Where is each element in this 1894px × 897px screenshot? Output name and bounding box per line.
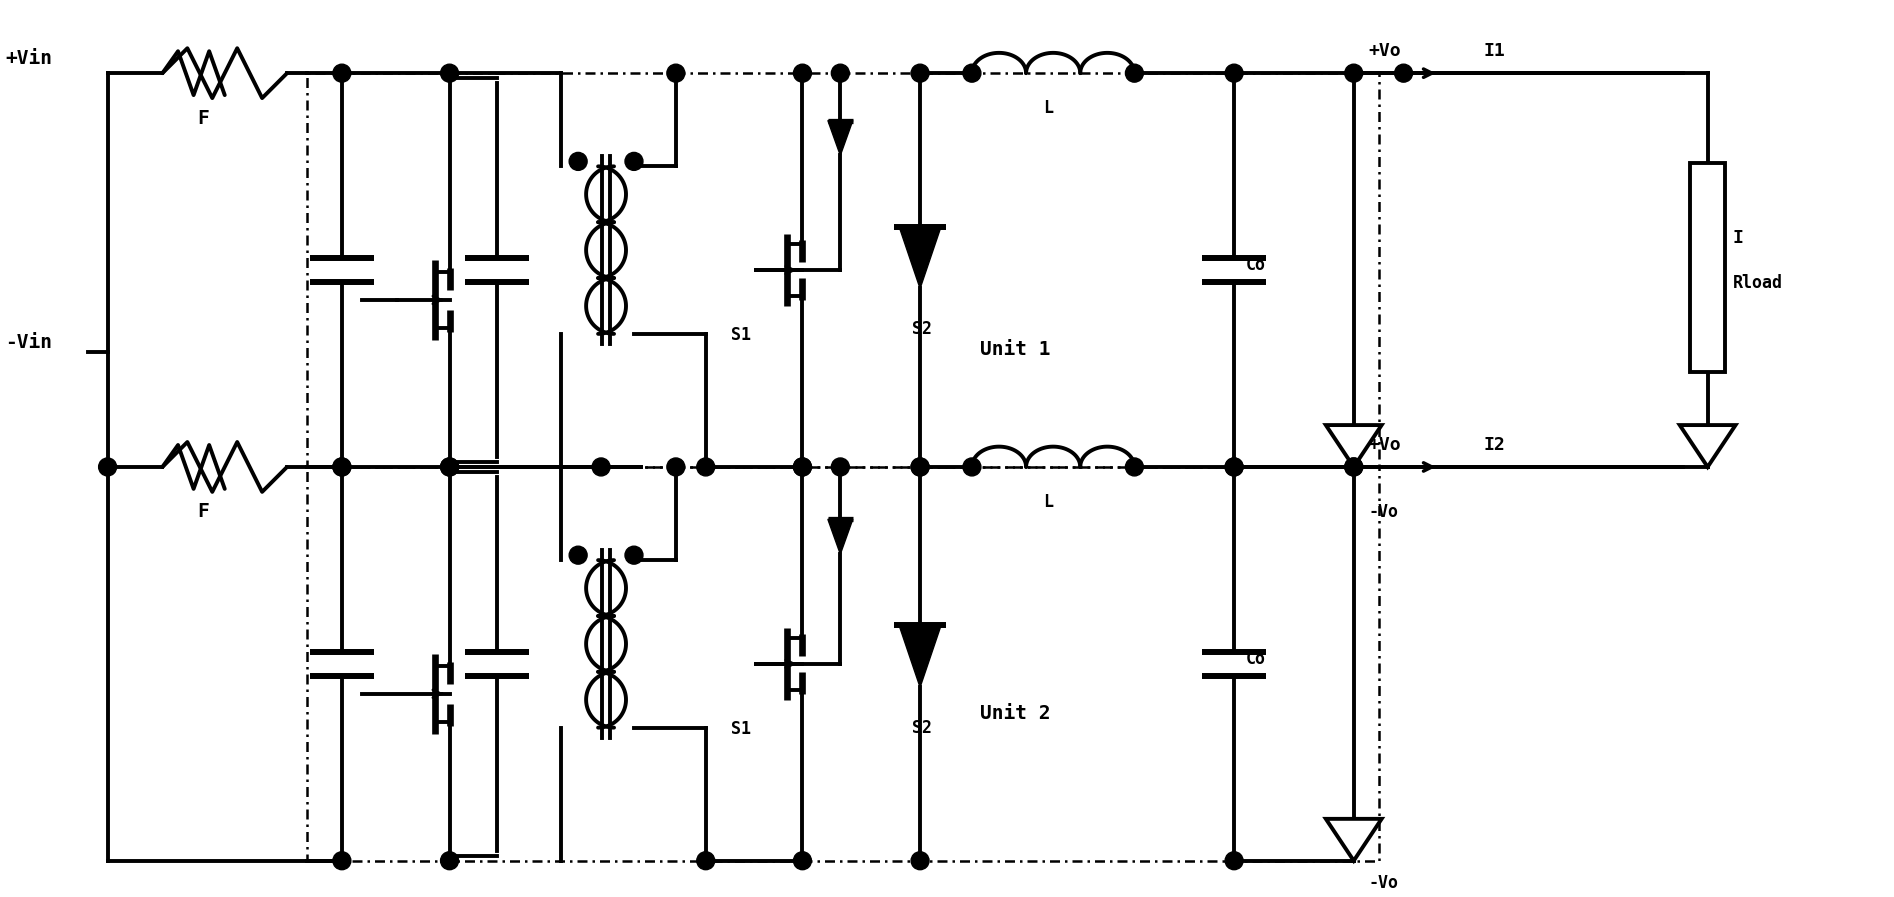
Text: I: I xyxy=(1733,229,1744,247)
Text: S2: S2 xyxy=(913,320,932,338)
Circle shape xyxy=(333,852,350,870)
Text: -Vin: -Vin xyxy=(6,333,51,352)
Bar xyxy=(307,74,1379,467)
Bar xyxy=(1689,163,1725,372)
Circle shape xyxy=(1345,458,1362,476)
Circle shape xyxy=(1225,852,1242,870)
Circle shape xyxy=(831,65,849,83)
Text: I1: I1 xyxy=(1483,42,1506,60)
Polygon shape xyxy=(900,625,941,687)
Circle shape xyxy=(831,458,849,476)
Polygon shape xyxy=(900,227,941,289)
Text: Unit 1: Unit 1 xyxy=(979,340,1051,360)
Text: S2: S2 xyxy=(913,719,932,737)
Circle shape xyxy=(333,65,350,83)
Circle shape xyxy=(794,852,811,870)
Text: +Vin: +Vin xyxy=(6,48,51,67)
Text: F: F xyxy=(197,502,208,521)
Circle shape xyxy=(794,458,811,476)
Circle shape xyxy=(667,458,686,476)
Circle shape xyxy=(794,458,811,476)
Circle shape xyxy=(911,458,930,476)
Circle shape xyxy=(98,458,117,476)
Text: +Vo: +Vo xyxy=(1369,42,1402,60)
Circle shape xyxy=(1225,458,1242,476)
Circle shape xyxy=(911,852,930,870)
Circle shape xyxy=(333,458,350,476)
Text: Co: Co xyxy=(1246,256,1265,274)
Circle shape xyxy=(911,458,930,476)
Circle shape xyxy=(441,65,458,83)
Circle shape xyxy=(794,65,811,83)
Circle shape xyxy=(625,152,642,170)
Text: S1: S1 xyxy=(731,719,750,737)
Circle shape xyxy=(1125,458,1144,476)
Text: -Vo: -Vo xyxy=(1369,503,1398,521)
Circle shape xyxy=(1345,65,1362,83)
Circle shape xyxy=(911,65,930,83)
Circle shape xyxy=(1225,458,1242,476)
Text: S1: S1 xyxy=(731,326,750,344)
Text: L: L xyxy=(1044,492,1053,510)
Circle shape xyxy=(570,152,587,170)
Polygon shape xyxy=(1326,425,1381,467)
Polygon shape xyxy=(1326,819,1381,861)
Circle shape xyxy=(441,458,458,476)
Polygon shape xyxy=(1680,425,1735,467)
Circle shape xyxy=(962,458,981,476)
Polygon shape xyxy=(828,120,852,155)
Polygon shape xyxy=(828,519,852,554)
Text: F: F xyxy=(197,109,208,127)
Circle shape xyxy=(1394,65,1413,83)
Circle shape xyxy=(667,65,686,83)
Text: L: L xyxy=(1044,99,1053,117)
Circle shape xyxy=(1345,458,1362,476)
Circle shape xyxy=(441,852,458,870)
Text: I2: I2 xyxy=(1483,436,1506,454)
Circle shape xyxy=(962,65,981,83)
Text: Co: Co xyxy=(1246,649,1265,668)
Text: Unit 2: Unit 2 xyxy=(979,704,1051,723)
Text: -Vo: -Vo xyxy=(1369,874,1398,892)
Bar xyxy=(307,467,1379,861)
Circle shape xyxy=(593,458,610,476)
Circle shape xyxy=(697,852,714,870)
Circle shape xyxy=(570,546,587,564)
Text: +Vo: +Vo xyxy=(1369,436,1402,454)
Text: Rload: Rload xyxy=(1733,274,1782,292)
Circle shape xyxy=(441,458,458,476)
Circle shape xyxy=(1125,65,1144,83)
Circle shape xyxy=(625,546,642,564)
Circle shape xyxy=(1225,65,1242,83)
Circle shape xyxy=(697,458,714,476)
Circle shape xyxy=(333,458,350,476)
